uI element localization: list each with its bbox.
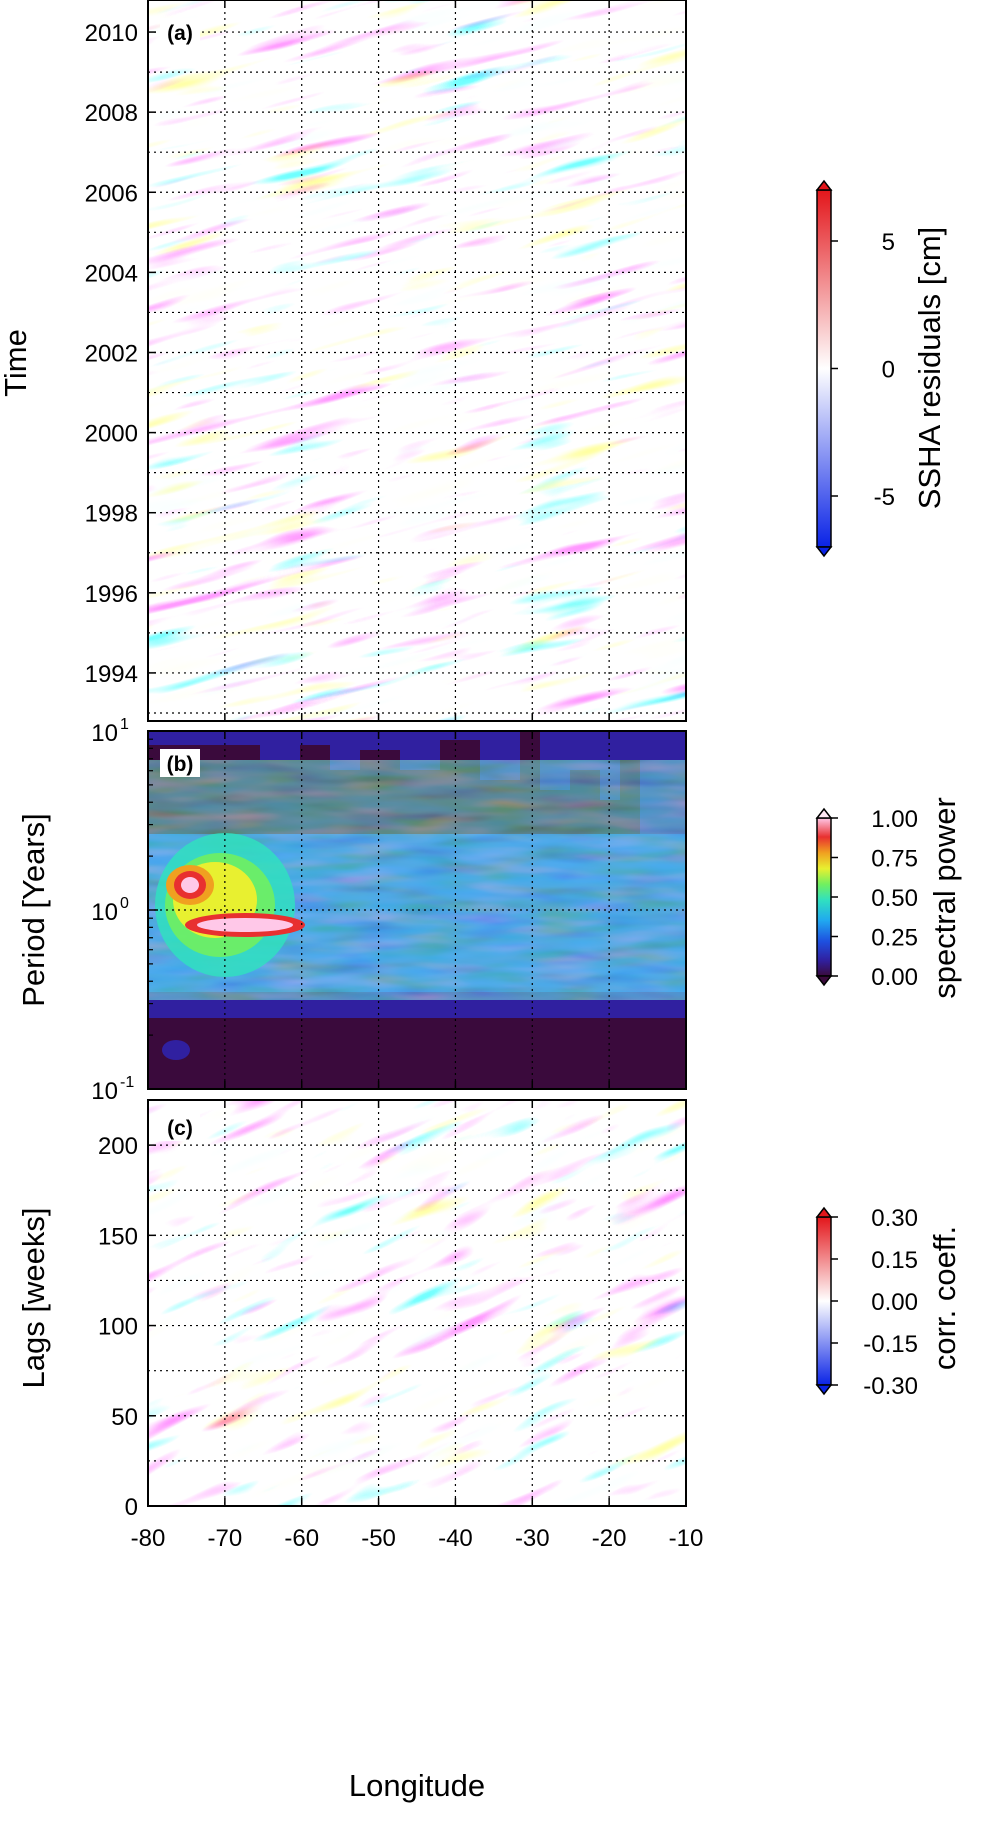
y-tick-label: 150 bbox=[98, 1223, 138, 1250]
colorbar-tick-label: -0.15 bbox=[863, 1331, 918, 1358]
colorbar-tick-label: 0 bbox=[882, 357, 895, 384]
panel-a-label: (a) bbox=[167, 22, 193, 45]
panel-c-colorbar-bottom-arrow bbox=[815, 1384, 833, 1396]
y-tick-label: 2002 bbox=[85, 340, 138, 367]
panel-c-label: (c) bbox=[167, 1117, 193, 1140]
colorbar-tick-label: 0.15 bbox=[871, 1247, 918, 1274]
panel-c-colorbar bbox=[816, 1216, 832, 1386]
panel-c-y-ticks: 0 50 100 150 200 bbox=[98, 1133, 156, 1521]
y-tick-label: 10 bbox=[91, 720, 118, 747]
panel-a-y-label: Time bbox=[0, 329, 33, 397]
colorbar-tick-label: 0.30 bbox=[871, 1205, 918, 1232]
panel-a-heatmap bbox=[148, 0, 686, 721]
panel-a-colorbar-ticks: -5 0 5 bbox=[831, 229, 895, 511]
x-tick-label: -40 bbox=[438, 1525, 473, 1552]
x-tick-label: -70 bbox=[208, 1525, 243, 1552]
panel-c-colorbar-top-arrow bbox=[815, 1206, 833, 1218]
panel-a-frame bbox=[147, 0, 687, 722]
panel-a-label-box bbox=[160, 18, 200, 46]
y-tick-label: 1994 bbox=[85, 661, 138, 688]
panel-a-colorbar bbox=[816, 189, 832, 548]
panel-b-colorbar-ticks: 0.00 0.25 0.50 0.75 1.00 bbox=[831, 806, 918, 991]
colorbar-tick-label: 0.25 bbox=[871, 925, 918, 952]
panel-b-colorbar-bottom-arrow bbox=[815, 975, 833, 987]
y-tick-exponent: 1 bbox=[120, 716, 129, 733]
panel-b-colorbar-top-arrow bbox=[815, 807, 833, 819]
panel-c-colorbar-label: corr. coeff. bbox=[927, 1226, 962, 1370]
panel-c-colorbar-ticks: -0.30 -0.15 0.00 0.15 0.30 bbox=[831, 1205, 918, 1400]
y-tick-label: 0 bbox=[125, 1494, 138, 1521]
y-tick-label: 2008 bbox=[85, 100, 138, 127]
y-tick-label: 1996 bbox=[85, 581, 138, 608]
y-tick-label: 2004 bbox=[85, 260, 138, 287]
panel-b-y-label: Period [Years] bbox=[16, 813, 51, 1007]
y-tick-label: 10 bbox=[91, 1078, 118, 1105]
colorbar-tick-label: 0.50 bbox=[871, 885, 918, 912]
x-tick-label: -80 bbox=[131, 1525, 166, 1552]
x-tick-label: -20 bbox=[592, 1525, 627, 1552]
panel-a-colorbar-top-arrow bbox=[815, 179, 833, 191]
colorbar-tick-label: -5 bbox=[874, 484, 895, 511]
y-tick-label: 100 bbox=[98, 1314, 138, 1341]
panel-c-y-label: Lags [weeks] bbox=[16, 1208, 51, 1389]
y-tick-label: 200 bbox=[98, 1133, 138, 1160]
colorbar-tick-label: 5 bbox=[882, 229, 895, 256]
panel-c-frame bbox=[147, 1099, 687, 1507]
panel-b-x-tickmarks bbox=[147, 731, 687, 1089]
colorbar-tick-label: 0.75 bbox=[871, 846, 918, 873]
panel-b-colorbar bbox=[816, 817, 832, 977]
y-tick-label: 2010 bbox=[85, 20, 138, 47]
panel-c-grid bbox=[148, 1100, 686, 1506]
panel-c: 0 50 100 150 200 -80 -70 -60 -50 -40 -30 -20 -10 (c… bbox=[16, 1099, 962, 1803]
colorbar-tick-label: -0.30 bbox=[863, 1373, 918, 1400]
y-tick-label: 50 bbox=[111, 1404, 138, 1431]
panel-a: 1994 1996 1998 2000 2002 2004 2006 2008 2010 (a)… bbox=[0, 0, 947, 722]
x-tick-label: -60 bbox=[284, 1525, 319, 1552]
x-tick-label: -50 bbox=[361, 1525, 396, 1552]
y-tick-exponent: 0 bbox=[120, 895, 129, 912]
y-tick-label: 10 bbox=[91, 899, 118, 926]
y-tick-label: 2006 bbox=[85, 180, 138, 207]
x-axis-label: Longitude bbox=[349, 1768, 485, 1803]
panel-a-colorbar-label: SSHA residuals [cm] bbox=[912, 227, 947, 510]
panel-c-x-ticks: -80 -70 -60 -50 -40 -30 -20 -10 bbox=[131, 1100, 704, 1552]
colorbar-tick-label: 0.00 bbox=[871, 1289, 918, 1316]
panel-b-label: (b) bbox=[167, 753, 194, 776]
panel-a-colorbar-bottom-arrow bbox=[815, 546, 833, 558]
panel-a-x-tickmarks bbox=[147, 0, 687, 721]
panel-c-heatmap bbox=[148, 1100, 686, 1506]
x-tick-label: -30 bbox=[515, 1525, 550, 1552]
y-tick-exponent: -1 bbox=[120, 1074, 134, 1091]
panel-b-heatmap bbox=[148, 731, 686, 1089]
panel-c-label-box bbox=[160, 1113, 200, 1141]
colorbar-tick-label: 1.00 bbox=[871, 806, 918, 833]
x-tick-label: -10 bbox=[669, 1525, 704, 1552]
y-tick-label: 1998 bbox=[85, 501, 138, 528]
y-tick-label: 2000 bbox=[85, 421, 138, 448]
panel-a-grid bbox=[148, 0, 686, 721]
panel-b-label-box bbox=[160, 749, 200, 777]
panel-a-y-ticks: 1994 1996 1998 2000 2002 2004 2006 2008 2010 bbox=[85, 20, 156, 688]
panel-b-colorbar-label: spectral power bbox=[927, 797, 962, 999]
colorbar-tick-label: 0.00 bbox=[871, 964, 918, 991]
